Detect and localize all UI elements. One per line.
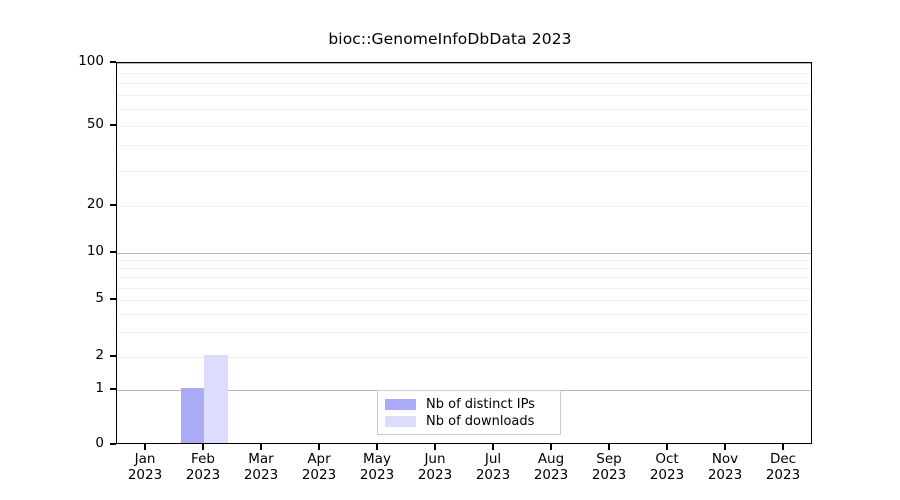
bar-nb-of-distinct-ips: [180, 388, 204, 443]
x-axis-year-label: 2023: [591, 466, 627, 483]
y-axis-tick: [110, 124, 116, 126]
gridline: [117, 287, 811, 289]
x-axis-year-label: 2023: [707, 466, 743, 483]
gridline: [117, 206, 811, 207]
y-axis-tick: [110, 443, 116, 445]
gridline: [117, 126, 811, 127]
x-axis-tick: [434, 444, 436, 450]
x-axis-tick-label: Jun 2023: [395, 451, 475, 483]
y-axis-tick-label: 5: [95, 290, 104, 306]
y-axis-tick: [110, 251, 116, 253]
legend-label: Nb of downloads: [426, 414, 535, 429]
x-axis-tick: [724, 444, 726, 450]
x-axis-tick-label: Nov 2023: [685, 451, 765, 483]
x-axis-tick-label: Feb 2023: [163, 451, 243, 483]
gridline: [117, 260, 811, 262]
x-axis-tick: [318, 444, 320, 450]
x-axis-tick-label: Dec 2023: [743, 451, 823, 483]
legend-swatch-icon: [385, 399, 416, 410]
legend-swatch-icon: [385, 416, 416, 427]
gridline: [117, 95, 811, 97]
gridline: [117, 83, 811, 85]
gridline: [117, 63, 811, 64]
bars-layer: [117, 63, 811, 443]
x-axis-month-label: Aug: [537, 451, 565, 467]
gridline: [117, 253, 811, 254]
x-axis-month-label: Jun: [424, 451, 446, 467]
x-axis-month-label: Jul: [484, 451, 502, 467]
x-axis-tick-label: Aug 2023: [511, 451, 591, 483]
x-axis-tick-label: Apr 2023: [279, 451, 359, 483]
bar-nb-of-downloads: [204, 355, 228, 443]
x-axis-tick: [550, 444, 552, 450]
y-axis-tick-label: 10: [86, 243, 104, 259]
y-axis-tick: [110, 355, 116, 357]
x-axis-month-label: Mar: [248, 451, 274, 467]
plot-area: [116, 62, 812, 444]
x-axis-year-label: 2023: [359, 466, 395, 483]
gridline: [117, 145, 811, 147]
x-axis-tick: [608, 444, 610, 450]
gridline: [117, 268, 811, 270]
x-axis-year-label: 2023: [475, 466, 511, 483]
x-axis-tick: [144, 444, 146, 450]
x-axis-year-label: 2023: [417, 466, 453, 483]
x-axis-tick-label: Jan 2023: [105, 451, 185, 483]
x-axis-year-label: 2023: [765, 466, 801, 483]
y-axis-tick-label: 100: [78, 53, 104, 69]
legend-item: Nb of downloads: [385, 413, 553, 430]
gridline: [117, 357, 811, 358]
y-axis-tick: [110, 298, 116, 300]
legend: Nb of distinct IPs Nb of downloads: [377, 390, 561, 435]
x-axis-year-label: 2023: [185, 466, 221, 483]
y-axis-tick-label: 0: [95, 435, 104, 451]
gridline: [117, 109, 811, 111]
x-axis-year-label: 2023: [649, 466, 685, 483]
gridline: [117, 277, 811, 279]
x-axis-tick: [782, 444, 784, 450]
y-axis-tick-label: 1: [95, 380, 104, 396]
x-axis-tick-label: Sep 2023: [569, 451, 649, 483]
x-axis-month-label: Apr: [307, 451, 331, 467]
x-axis-tick-label: Mar 2023: [221, 451, 301, 483]
gridlines: [117, 63, 811, 443]
x-axis-tick: [666, 444, 668, 450]
y-axis-tick-label: 20: [86, 196, 104, 212]
x-axis-month-label: Jan: [134, 451, 156, 467]
gridline: [117, 72, 811, 74]
x-axis-month-label: Oct: [655, 451, 679, 467]
gridline: [117, 313, 811, 315]
x-axis-month-label: Sep: [596, 451, 622, 467]
legend-item: Nb of distinct IPs: [385, 396, 553, 413]
x-axis-month-label: Nov: [711, 451, 739, 467]
x-axis-tick: [376, 444, 378, 450]
x-axis-month-label: Dec: [769, 451, 797, 467]
y-axis-tick-label: 50: [86, 116, 104, 132]
legend-label: Nb of distinct IPs: [426, 397, 535, 412]
x-axis-month-label: May: [363, 451, 391, 467]
x-axis-tick-label: May 2023: [337, 451, 417, 483]
x-axis-tick-label: Jul 2023: [453, 451, 533, 483]
gridline: [117, 300, 811, 301]
x-axis-tick-label: Oct 2023: [627, 451, 707, 483]
x-axis-year-label: 2023: [127, 466, 163, 483]
page-title: bioc::GenomeInfoDbData 2023: [328, 30, 572, 48]
y-axis-tick: [110, 388, 116, 390]
x-axis-month-label: Feb: [191, 451, 215, 467]
x-axis-year-label: 2023: [301, 466, 337, 483]
x-axis-tick: [202, 444, 204, 450]
x-axis-year-label: 2023: [533, 466, 569, 483]
x-axis-year-label: 2023: [243, 466, 279, 483]
gridline: [117, 331, 811, 333]
x-axis-tick: [260, 444, 262, 450]
x-axis-tick: [492, 444, 494, 450]
y-axis-tick: [110, 61, 116, 63]
gridline: [117, 170, 811, 172]
y-axis-labels: 0 1 2 5 10 20 50 100: [0, 0, 104, 500]
y-axis-tick: [110, 204, 116, 206]
y-axis-tick-label: 2: [95, 347, 104, 363]
